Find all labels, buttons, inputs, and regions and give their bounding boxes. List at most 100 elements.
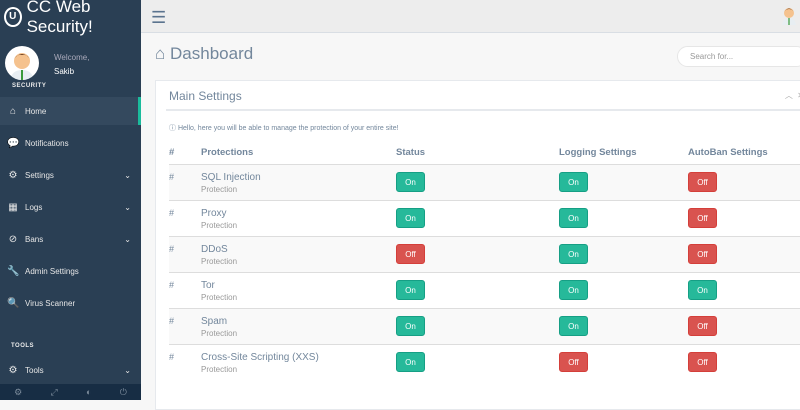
menu-toggle-icon[interactable]: ☰: [151, 8, 167, 27]
top-bar: ☰: [141, 0, 800, 33]
chevron-down-icon: ⌄: [124, 365, 131, 375]
autoban-toggle-button[interactable]: Off: [688, 351, 717, 372]
protection-sub: Protection: [201, 184, 238, 194]
settings-icon[interactable]: ⚙: [14, 386, 23, 397]
col-header: Protections: [201, 142, 396, 165]
protection-name: Cross-Site Scripting (XXS): [201, 351, 319, 363]
status-toggle-button[interactable]: On: [396, 171, 425, 192]
sidebar-item-label: Tools: [25, 365, 44, 375]
row-number: #: [169, 343, 201, 380]
info-icon: ⓘ: [169, 125, 176, 132]
chevron-down-icon: ⌄: [124, 202, 131, 212]
status-toggle-button[interactable]: On: [396, 315, 425, 336]
table-row: # Tor Protection On On On: [169, 271, 800, 308]
home-icon: ⌂: [9, 105, 17, 117]
col-header: #: [169, 142, 201, 165]
protection-sub: Protection: [201, 328, 238, 338]
sidebar-item-label: Settings: [25, 170, 54, 180]
table-row: # Spam Protection On On Off: [169, 307, 800, 344]
chevron-down-icon: ⌄: [124, 170, 131, 180]
logout-icon[interactable]: ⏻: [119, 386, 127, 397]
cogs-icon: ⚙: [8, 169, 18, 181]
status-toggle-button[interactable]: On: [396, 279, 425, 300]
protection-name: Spam: [201, 315, 228, 327]
row-number: #: [169, 271, 201, 308]
autoban-toggle-button[interactable]: Off: [688, 315, 717, 336]
autoban-toggle-button[interactable]: Off: [688, 207, 717, 228]
logging-toggle-button[interactable]: On: [559, 315, 588, 336]
sidebar-item-tools[interactable]: ⚙ Tools ⌄: [0, 356, 141, 384]
protection-name: Proxy: [201, 207, 227, 219]
welcome-text: Welcome,: [54, 53, 90, 62]
app-title: CC Web Security!: [26, 0, 93, 36]
table-row: # SQL Injection Protection On On Off: [169, 163, 800, 200]
info-text: ⓘ Hello, here you will be able to manage…: [169, 125, 399, 132]
sidebar-item-label: Logs: [25, 202, 43, 212]
home-icon: ⌂: [155, 44, 166, 63]
search-input[interactable]: Search for...: [677, 46, 800, 67]
row-number: #: [169, 163, 201, 200]
shield-logo-icon: U: [4, 6, 22, 27]
sidebar-item-logs[interactable]: ▦ Logs ⌄: [0, 193, 141, 221]
table-row: # Proxy Protection On On Off: [169, 199, 800, 236]
autoban-toggle-button[interactable]: On: [688, 279, 717, 300]
status-toggle-button[interactable]: On: [396, 207, 425, 228]
protection-name: Tor: [201, 279, 215, 291]
fullscreen-icon[interactable]: ⤢: [50, 386, 58, 397]
sidebar-item-bans[interactable]: ⊘ Bans ⌄: [0, 225, 141, 253]
sidebar-item-label: Bans: [25, 234, 44, 244]
sidebar-item-label: Virus Scanner: [25, 298, 76, 308]
brand[interactable]: U CC Web Security!: [0, 0, 141, 36]
sidebar-item-notifications[interactable]: 💬 Notifications: [0, 129, 141, 157]
avatar: [5, 46, 39, 80]
close-icon[interactable]: ✕: [797, 91, 800, 100]
comments-icon: 💬: [7, 137, 20, 149]
logging-toggle-button[interactable]: On: [559, 171, 588, 192]
profile: Welcome, Sakib SECURITY: [0, 33, 141, 97]
logging-toggle-button[interactable]: On: [559, 279, 588, 300]
row-number: #: [169, 199, 201, 236]
protection-sub: Protection: [201, 364, 238, 374]
ban-icon: ⊘: [8, 233, 18, 245]
protection-name: SQL Injection: [201, 171, 261, 183]
sidebar-item-virus-scanner[interactable]: 🔍 Virus Scanner: [0, 289, 141, 317]
sidebar-item-admin-settings[interactable]: 🔧 Admin Settings: [0, 257, 141, 285]
autoban-toggle-button[interactable]: Off: [688, 171, 717, 192]
sidebar: U CC Web Security! Welcome, Sakib SECURI…: [0, 0, 141, 400]
chevron-down-icon: ⌄: [124, 234, 131, 244]
status-toggle-button[interactable]: Off: [396, 243, 425, 264]
col-header: Logging Settings: [559, 142, 688, 165]
panel-controls: ︿ ✕: [785, 81, 800, 111]
row-number: #: [169, 307, 201, 344]
logging-toggle-button[interactable]: Off: [559, 351, 588, 372]
logging-toggle-button[interactable]: On: [559, 207, 588, 228]
sidebar-item-home[interactable]: ⌂ Home: [0, 97, 141, 125]
col-header: AutoBan Settings: [688, 142, 800, 165]
wrench-icon: 🔧: [7, 265, 20, 277]
table-row: # Cross-Site Scripting (XXS) Protection O…: [169, 343, 800, 380]
main-settings-panel: Main Settings ︿ ✕ ⓘ Hello, here you will…: [155, 80, 800, 410]
protection-sub: Protection: [201, 256, 238, 266]
row-number: #: [169, 235, 201, 272]
sidebar-item-label: Home: [25, 106, 47, 116]
col-header: Status: [396, 142, 559, 165]
user-avatar-icon[interactable]: [780, 5, 798, 25]
logging-toggle-button[interactable]: On: [559, 243, 588, 264]
search-icon: 🔍: [7, 297, 20, 309]
collapse-icon[interactable]: ︿: [784, 91, 793, 100]
lock-icon[interactable]: ◐: [85, 387, 92, 397]
protections-table: # Protections Status Logging Settings Au…: [169, 142, 800, 380]
table-row: # DDoS Protection Off On Off: [169, 235, 800, 272]
cog-icon: ⚙: [8, 364, 18, 376]
sidebar-footer: ⚙ ⤢ ◐ ⏻: [0, 384, 141, 400]
sidebar-item-label: Admin Settings: [25, 266, 79, 276]
role-label: SECURITY: [12, 83, 47, 89]
table-icon: ▦: [8, 201, 18, 213]
sidebar-item-settings[interactable]: ⚙ Settings ⌄: [0, 161, 141, 189]
tools-heading: TOOLS: [11, 343, 35, 349]
panel-title: Main Settings: [166, 81, 800, 111]
page-title: ⌂ Dashboard: [155, 44, 254, 63]
protection-sub: Protection: [201, 292, 238, 302]
autoban-toggle-button[interactable]: Off: [688, 243, 717, 264]
status-toggle-button[interactable]: On: [396, 351, 425, 372]
